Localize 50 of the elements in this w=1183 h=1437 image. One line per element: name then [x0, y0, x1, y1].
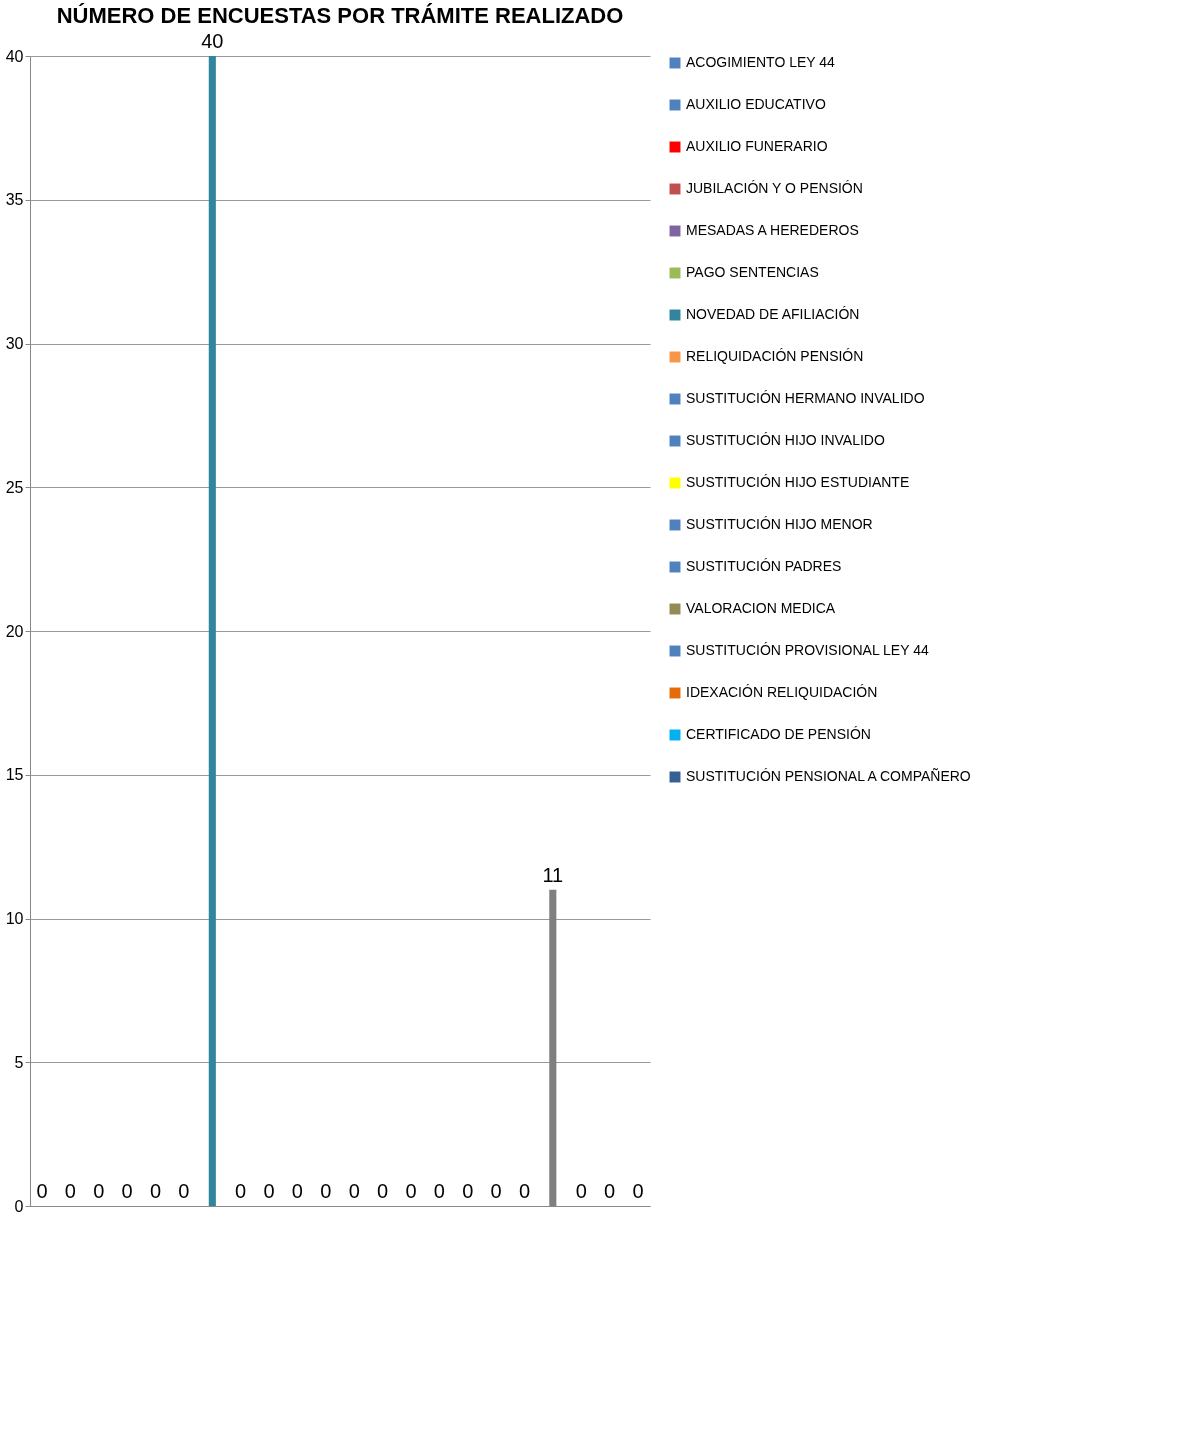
y-tick-label: 30	[5, 335, 24, 352]
legend-label: PAGO SENTENCIAS	[686, 264, 819, 280]
data-label: 11	[542, 863, 564, 886]
chart-title: NÚMERO DE ENCUESTAS POR TRÁMITE REALIZADO	[56, 3, 624, 28]
legend-label: SUSTITUCIÓN HIJO ESTUDIANTE	[686, 474, 910, 490]
y-tick-label: 10	[5, 910, 24, 927]
legend-label: SUSTITUCIÓN HIJO MENOR	[686, 516, 873, 532]
y-tick-label: 25	[5, 478, 24, 496]
data-label: 0	[405, 1180, 417, 1202]
data-label: 0	[178, 1180, 190, 1202]
data-label: 0	[377, 1180, 389, 1202]
legend-label: AUXILIO FUNERARIO	[686, 138, 828, 154]
data-label: 0	[490, 1180, 502, 1202]
y-tick-label: 35	[5, 191, 24, 209]
y-tick-label: 20	[5, 622, 24, 640]
legend-label: JUBILACIÓN Y O PENSIÓN	[686, 180, 863, 196]
data-label: 0	[263, 1180, 275, 1202]
data-label: 0	[93, 1180, 105, 1202]
legend-label: NOVEDAD DE AFILIACIÓN	[686, 306, 860, 322]
legend-label: RELIQUIDACIÓN PENSIÓN	[686, 348, 864, 364]
data-label: 0	[632, 1180, 644, 1202]
legend-label: SUSTITUCIÓN HIJO INVALIDO	[686, 432, 885, 448]
legend-label: IDEXACIÓN RELIQUIDACIÓN	[686, 684, 878, 700]
legend-label: MESADAS A HEREDEROS	[686, 222, 859, 238]
data-label: 0	[121, 1180, 133, 1202]
legend-label: CERTIFICADO DE PENSIÓN	[686, 726, 871, 742]
data-label: 0	[575, 1180, 587, 1202]
data-label: 0	[291, 1180, 303, 1202]
data-label: 0	[235, 1180, 247, 1202]
data-label: 0	[320, 1180, 332, 1202]
data-label: 0	[36, 1180, 48, 1202]
legend-label: ACOGIMIENTO LEY 44	[686, 54, 836, 70]
data-label: 0	[64, 1180, 76, 1202]
y-tick-label: 5	[14, 1053, 24, 1071]
data-label: 0	[518, 1180, 530, 1202]
legend-label: SUSTITUCIÓN PENSIONAL A COMPAÑERO	[686, 768, 971, 784]
y-tick-label: 40	[5, 47, 24, 65]
legend-label: SUSTITUCIÓN HERMANO INVALIDO	[686, 390, 925, 406]
legend-label: SUSTITUCIÓN PROVISIONAL LEY 44	[686, 642, 929, 658]
legend-label: AUXILIO EDUCATIVO	[686, 96, 826, 112]
y-tick-label: 15	[5, 766, 24, 784]
data-label: 0	[150, 1180, 162, 1202]
legend-label: VALORACION MEDICA	[686, 600, 836, 616]
data-label: 0	[433, 1180, 445, 1202]
legend-label: SUSTITUCIÓN PADRES	[686, 558, 842, 574]
y-tick-label: 0	[14, 1197, 24, 1215]
data-label: 40	[201, 30, 224, 52]
data-label: 0	[604, 1180, 616, 1202]
data-label: 0	[462, 1180, 474, 1202]
data-label: 0	[348, 1180, 360, 1202]
